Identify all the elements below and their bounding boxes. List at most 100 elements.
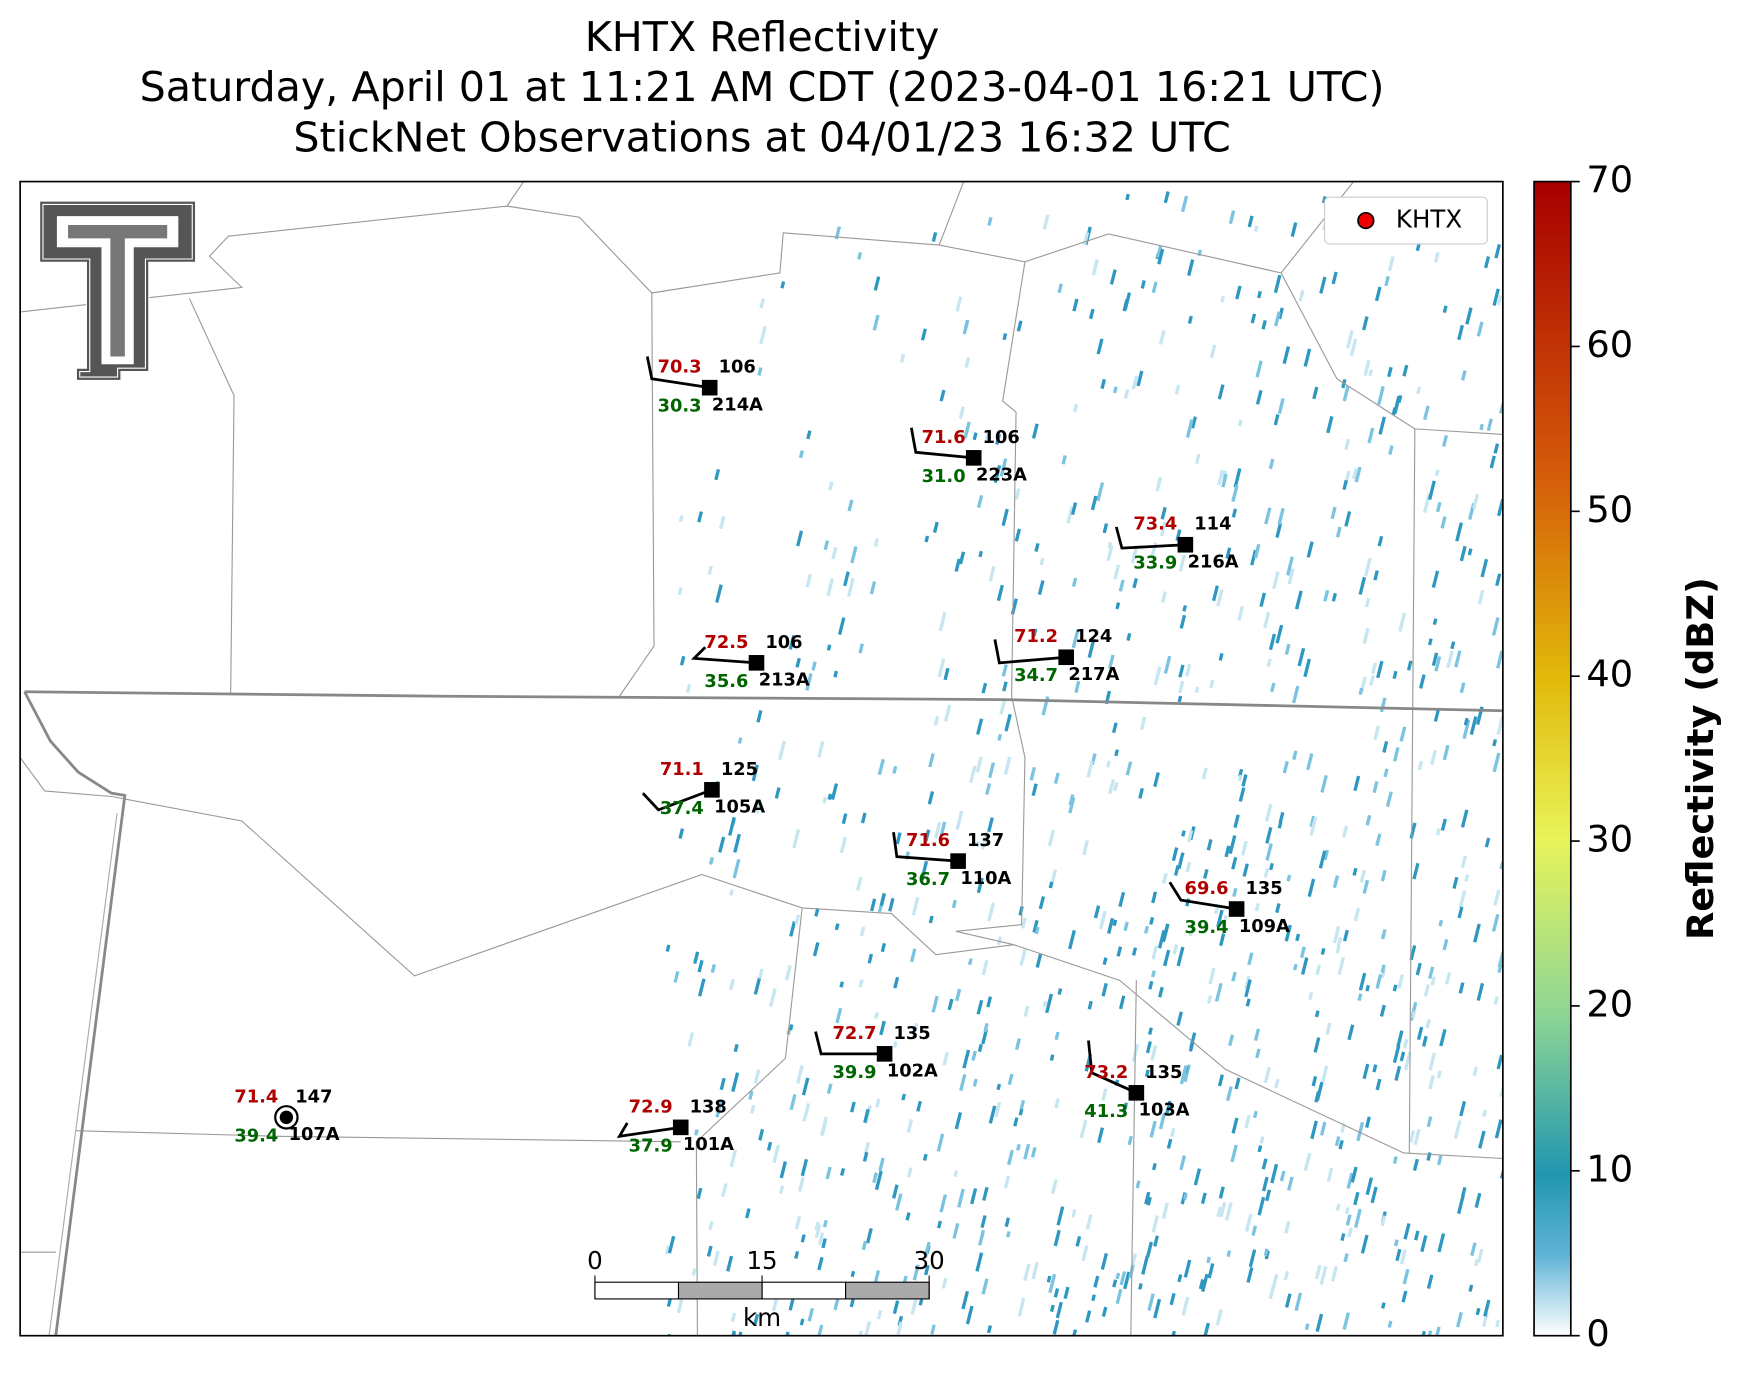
radar-echo bbox=[1181, 830, 1186, 837]
radar-echo bbox=[748, 1090, 754, 1100]
radar-echo bbox=[859, 926, 866, 937]
radar-echo bbox=[721, 1183, 728, 1198]
radar-echo bbox=[1513, 1078, 1515, 1088]
radar-echo bbox=[1340, 1233, 1346, 1242]
radar-echo bbox=[1331, 592, 1337, 602]
radar-echo bbox=[1014, 1038, 1021, 1051]
radar-echo bbox=[1153, 1235, 1159, 1247]
radar-echo bbox=[1177, 1274, 1183, 1283]
radar-echo bbox=[1414, 1230, 1420, 1241]
radar-echo bbox=[1209, 679, 1215, 689]
radar-echo bbox=[1261, 319, 1267, 330]
wind-barb bbox=[993, 639, 1067, 665]
radar-echo bbox=[1148, 980, 1154, 990]
radar-echo bbox=[892, 1300, 900, 1315]
radar-echo bbox=[1209, 344, 1217, 359]
radar-echo bbox=[1315, 1081, 1324, 1101]
radar-echo bbox=[1003, 1175, 1011, 1189]
radar-echo bbox=[1115, 1272, 1121, 1280]
radar-echo bbox=[1274, 1078, 1280, 1089]
radar-echo bbox=[785, 1331, 790, 1336]
radar-echo bbox=[1412, 862, 1420, 880]
radar-echo bbox=[1423, 984, 1430, 997]
radar-echo bbox=[1248, 1249, 1257, 1268]
radar-echo bbox=[988, 762, 996, 779]
radar-echo bbox=[1433, 708, 1441, 722]
radar-echo bbox=[1263, 1066, 1271, 1084]
radar-echo bbox=[1217, 1074, 1224, 1087]
radar-echo bbox=[1435, 501, 1442, 513]
radar-echo bbox=[1203, 1322, 1210, 1336]
radar-echo bbox=[1434, 656, 1442, 672]
radar-echo bbox=[1055, 1301, 1063, 1319]
radar-echo bbox=[1375, 1078, 1382, 1091]
radar-echo bbox=[1299, 946, 1306, 959]
radar-echo bbox=[1226, 1250, 1232, 1258]
radar-echo bbox=[905, 1212, 911, 1221]
radar-echo bbox=[1151, 945, 1159, 960]
radar-echo bbox=[1362, 316, 1369, 331]
radar-echo bbox=[924, 535, 930, 543]
radar-echo bbox=[1086, 760, 1094, 778]
radar-echo bbox=[1334, 1136, 1341, 1147]
radar-echo bbox=[1246, 1267, 1254, 1283]
county-line bbox=[20, 757, 1014, 977]
radar-echo bbox=[1257, 290, 1262, 299]
radar-echo bbox=[869, 581, 877, 595]
radar-echo bbox=[1426, 1274, 1434, 1289]
radar-echo bbox=[774, 787, 781, 799]
radar-echo bbox=[1365, 814, 1372, 826]
radar-echo bbox=[1325, 1022, 1332, 1036]
radar-echo bbox=[975, 840, 980, 848]
dewpoint: 30.3 bbox=[658, 396, 702, 417]
radar-echo bbox=[1075, 1235, 1082, 1247]
scale-unit: km bbox=[743, 1303, 781, 1332]
radar-echo bbox=[729, 889, 734, 896]
radar-echo bbox=[1399, 726, 1407, 742]
radar-echo bbox=[1347, 1024, 1355, 1041]
radar-echo bbox=[1244, 1213, 1253, 1232]
radar-echo bbox=[1023, 1005, 1030, 1017]
radar-echo bbox=[1380, 964, 1386, 974]
radar-echo bbox=[814, 1221, 820, 1231]
radar-echo bbox=[763, 677, 769, 685]
radar-echo bbox=[1493, 996, 1499, 1005]
radar-echo bbox=[972, 1078, 978, 1087]
radar-echo bbox=[788, 1024, 794, 1031]
radar-echo bbox=[1179, 1155, 1187, 1171]
radar-echo bbox=[1442, 938, 1449, 951]
radar-echo bbox=[1135, 1180, 1141, 1189]
radar-echo bbox=[1112, 1279, 1118, 1288]
radar-echo bbox=[1049, 1304, 1055, 1313]
radar-echo bbox=[1458, 982, 1465, 994]
radar-echo bbox=[1403, 1051, 1412, 1071]
radar-echo bbox=[1147, 1027, 1153, 1035]
radar-echo bbox=[1068, 794, 1075, 806]
map-area: 70.3 106 30.3 214A 71.6 106 31.0 223A 73.4 114 33.… bbox=[20, 181, 1515, 1336]
radar-echo bbox=[1398, 612, 1407, 632]
radar-echo bbox=[1344, 1207, 1350, 1215]
radar-echo bbox=[1171, 1330, 1177, 1336]
radar-echo bbox=[1502, 1335, 1503, 1336]
radar-echo bbox=[1337, 956, 1346, 976]
radar-echo bbox=[1101, 1306, 1108, 1317]
radar-echo bbox=[987, 216, 993, 226]
radar-echo bbox=[1247, 215, 1254, 228]
radar-echo bbox=[1287, 568, 1295, 585]
radar-echo bbox=[995, 433, 1001, 445]
radar-echo bbox=[1294, 1292, 1303, 1312]
radar-echo bbox=[1304, 1323, 1310, 1331]
scale-segment bbox=[594, 1281, 680, 1300]
radar-echo bbox=[789, 921, 797, 937]
colorbar-tick-label: 60 bbox=[1586, 323, 1633, 366]
radar-echo bbox=[847, 499, 854, 512]
legend-marker bbox=[1357, 211, 1375, 230]
radar-echo bbox=[971, 1050, 977, 1061]
radar-echo bbox=[1378, 416, 1387, 435]
station-id: 110A bbox=[960, 868, 1011, 889]
radar-echo bbox=[988, 1105, 997, 1124]
radar-echo bbox=[923, 1264, 930, 1276]
radar-echo bbox=[1413, 1128, 1421, 1146]
radar-echo bbox=[1158, 986, 1164, 998]
radar-echo bbox=[1402, 1268, 1410, 1285]
